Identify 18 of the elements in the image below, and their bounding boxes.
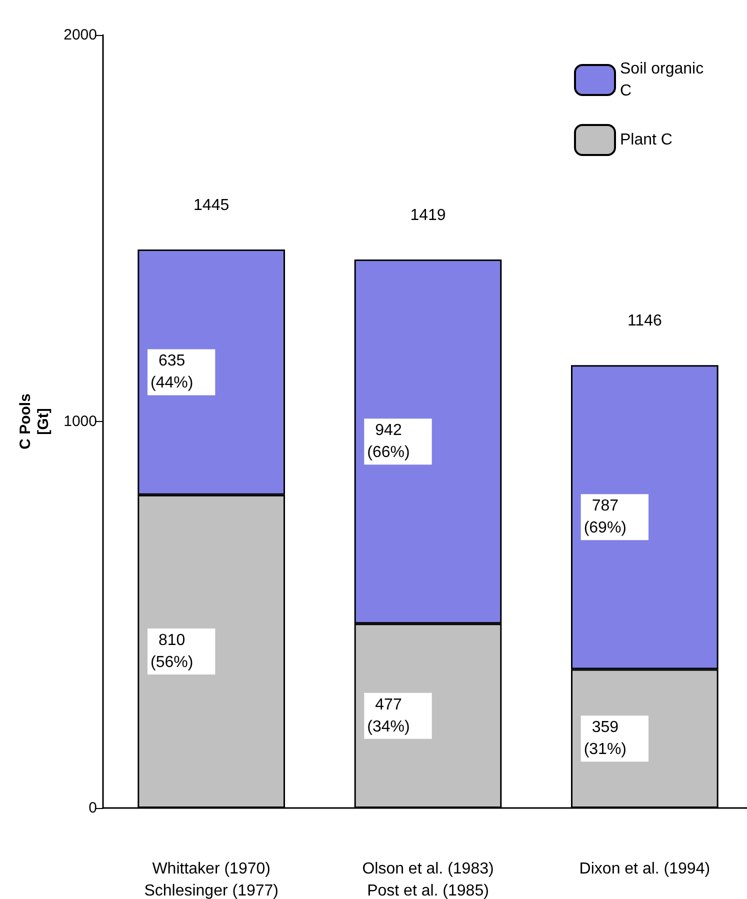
- data-label: 635 (44%): [150, 352, 194, 392]
- y-tick-label: 1000: [64, 413, 97, 430]
- y-tick-label: 0: [88, 800, 97, 816]
- y-tick-label: 2000: [64, 26, 97, 44]
- data-label: 359 (31%): [584, 719, 627, 758]
- total-label: 1419: [410, 207, 446, 224]
- total-label: 1445: [194, 197, 230, 214]
- total-label: 1146: [627, 312, 662, 330]
- data-label: 477 (34%): [367, 696, 410, 736]
- data-label: 787 (69%): [584, 498, 627, 537]
- legend-label: Soil organic C: [620, 60, 708, 100]
- x-tick-label: Olson et al. (1983) Post et al. (1985): [362, 860, 494, 899]
- x-tick-label: Dixon et al. (1994): [579, 860, 710, 878]
- x-tick-label: Whittaker (1970) Schlesinger (1977): [144, 860, 278, 899]
- data-label: 810 (56%): [150, 632, 194, 671]
- legend-label: Plant C: [620, 132, 672, 148]
- y-axis-title: C Pools [Gt]: [17, 394, 52, 450]
- data-label: 942 (66%): [367, 422, 410, 462]
